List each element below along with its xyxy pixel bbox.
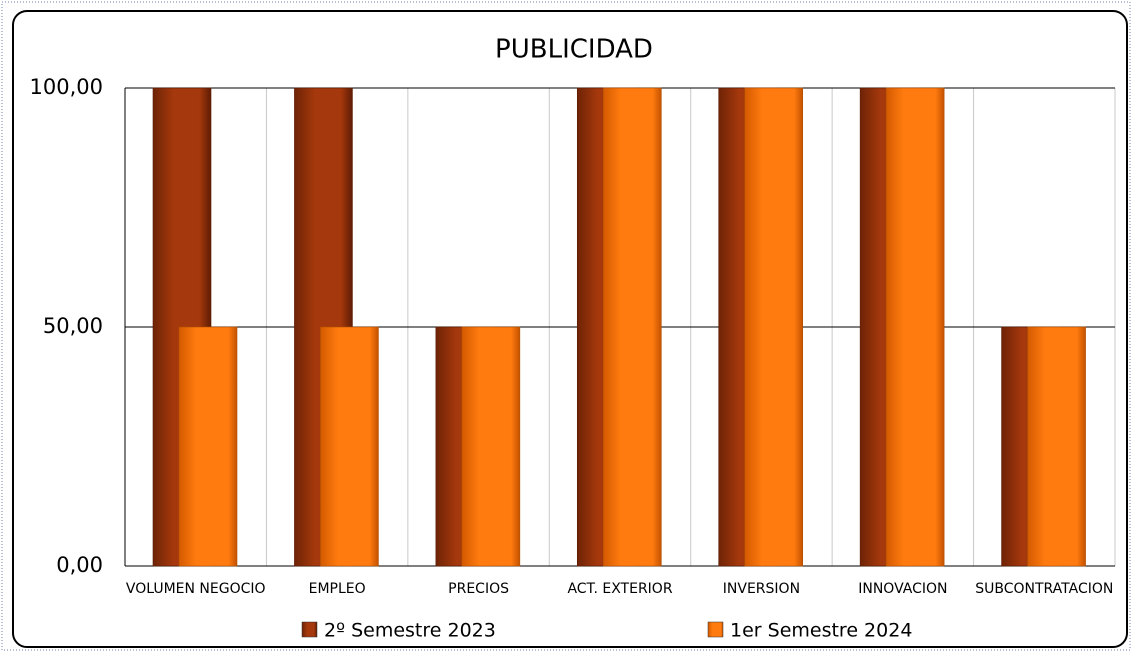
chart-title: PUBLICIDAD xyxy=(495,35,653,65)
bar xyxy=(178,326,238,567)
bar xyxy=(461,326,521,567)
bar xyxy=(885,87,945,567)
bar xyxy=(320,326,379,567)
y-tick-label: 100,00 xyxy=(30,75,103,99)
y-tick-label: 0,00 xyxy=(56,553,103,577)
legend-label: 1er Semestre 2024 xyxy=(730,620,912,642)
x-tick-label: PRECIOS xyxy=(448,581,509,597)
bar xyxy=(602,87,662,567)
legend-label: 2º Semestre 2023 xyxy=(324,620,496,642)
x-tick-label: SUBCONTRATACION xyxy=(975,581,1113,597)
bar xyxy=(744,87,804,567)
x-tick-label: INNOVACION xyxy=(858,581,947,597)
x-tick-label: INVERSION xyxy=(723,581,800,597)
legend-swatch xyxy=(301,621,318,638)
x-tick-label: VOLUMEN NEGOCIO xyxy=(126,581,266,597)
x-tick-label: ACT. EXTERIOR xyxy=(567,581,672,597)
chart-frame xyxy=(12,10,1128,648)
legend-swatch xyxy=(707,621,724,638)
y-tick-label: 50,00 xyxy=(43,314,103,338)
x-tick-label: EMPLEO xyxy=(309,581,366,597)
bar xyxy=(1027,326,1086,567)
